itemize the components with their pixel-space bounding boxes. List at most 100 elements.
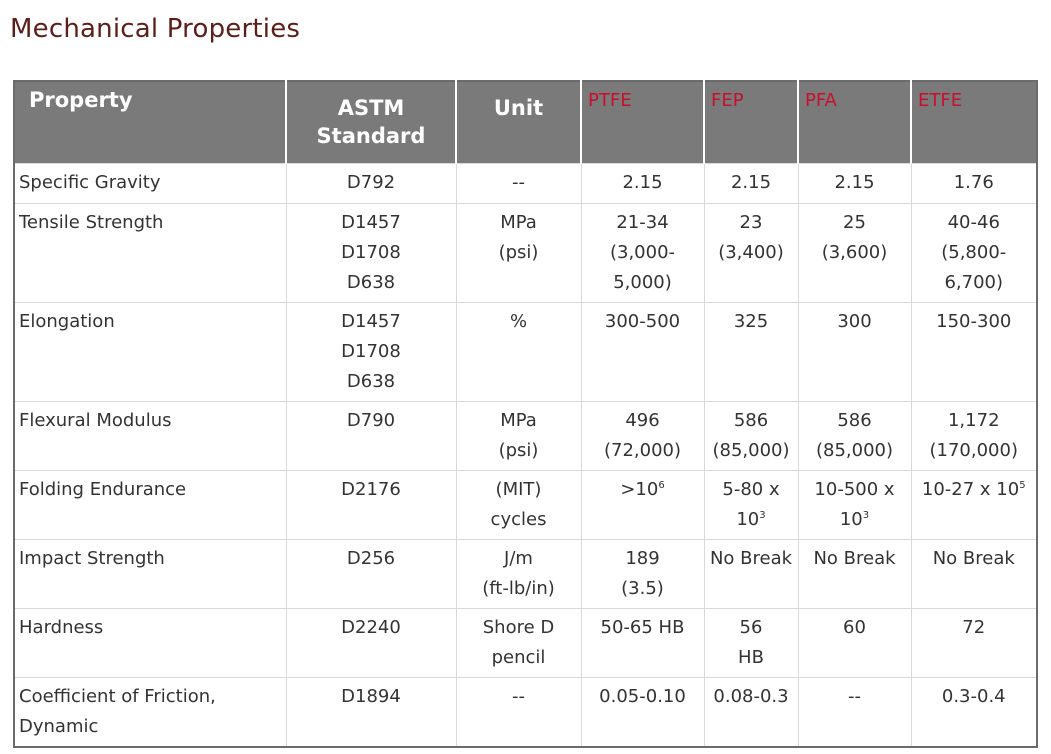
cell-astm: D1457 D1708 D638 (285, 202, 457, 303)
cell-pfa: 10-500 x 103 (797, 469, 912, 540)
cell-text: (3,400) (718, 241, 784, 263)
cell-etfe: 40-46 (5,800- 6,700) (910, 202, 1038, 303)
cell-text: D1457 (341, 211, 401, 233)
cell-text: Dynamic (19, 715, 99, 737)
cell-unit: MPa (psi) (455, 400, 582, 471)
cell-pfa: 25 (3,600) (797, 202, 912, 303)
cell-text: D1708 (341, 340, 401, 362)
cell-text: 10 (736, 508, 760, 530)
exponent: 5 (1019, 479, 1026, 491)
cell-text: MPa (500, 211, 537, 233)
cell-text: 6,700) (944, 271, 1004, 293)
cell-text: 586 (837, 409, 872, 431)
cell-text: 5,000) (613, 271, 672, 293)
cell-text: (5,800- (941, 241, 1007, 263)
cell-text: 21-34 (616, 211, 669, 233)
cell-text: D638 (346, 271, 396, 293)
table-row-impact-strength: Impact Strength D256 J/m (ft-lb/in) 189 … (13, 538, 1038, 609)
cell-text: 1,172 (947, 409, 1000, 431)
table-row-elongation: Elongation D1457 D1708 D638 % 300-500 32… (13, 301, 1038, 402)
cell-astm: D1457 D1708 D638 (285, 301, 457, 402)
cell-text: (85,000) (815, 439, 894, 461)
cell-text: 10 (839, 508, 863, 530)
cell-etfe: No Break (910, 538, 1038, 609)
cell-text: D1457 (341, 310, 401, 332)
cell-text: 25 (843, 211, 866, 233)
cell-text: >10 (620, 478, 659, 500)
table-row-hardness: Hardness D2240 Shore D pencil 50-65 HB 5… (13, 607, 1038, 678)
header-astm-standard: ASTM Standard (286, 81, 457, 163)
header-astm-line1: ASTM (337, 96, 405, 120)
cell-fep: 23 (3,400) (703, 202, 799, 303)
cell-text: 5-80 x (722, 478, 780, 500)
cell-ptfe: 21-34 (3,000- 5,000) (580, 202, 705, 303)
cell-astm: D792 (285, 162, 457, 204)
header-ptfe: PTFE (581, 81, 705, 163)
cell-text: (3,600) (821, 241, 888, 263)
cell-ptfe: 189 (3.5) (580, 538, 705, 609)
table-row-tensile-strength: Tensile Strength D1457 D1708 D638 MPa (p… (13, 202, 1038, 303)
cell-text: 586 (733, 409, 769, 431)
cell-pfa: 586 (85,000) (797, 400, 912, 471)
header-astm-line2: Standard (316, 124, 426, 148)
cell-astm: D1894 (285, 676, 457, 747)
exponent: 3 (759, 509, 766, 521)
cell-text: (psi) (498, 439, 539, 461)
mechanical-properties-table: Property ASTM Standard Unit PTFE FEP PFA… (13, 80, 1038, 748)
cell-property: Impact Strength (13, 538, 287, 609)
table-row-specific-gravity: Specific Gravity D792 -- 2.15 2.15 2.15 … (13, 162, 1038, 204)
cell-pfa: No Break (797, 538, 912, 609)
table-row-folding-endurance: Folding Endurance D2176 (MIT) cycles >10… (13, 469, 1038, 540)
header-etfe: ETFE (911, 81, 1037, 163)
cell-unit: J/m (ft-lb/in) (455, 538, 582, 609)
cell-text-line: 103 (709, 505, 794, 535)
cell-text: (85,000) (712, 439, 790, 461)
cell-text: 10-27 x 10 (921, 478, 1020, 500)
cell-etfe: 0.3-0.4 (910, 676, 1038, 747)
cell-property: Elongation (13, 301, 287, 402)
cell-pfa: -- (797, 676, 912, 747)
cell-unit: % (455, 301, 582, 402)
cell-text: (3.5) (621, 577, 664, 599)
header-pfa: PFA (798, 81, 912, 163)
cell-text: (ft-lb/in) (482, 577, 555, 599)
header-fep: FEP (704, 81, 799, 163)
cell-ptfe: 0.05-0.10 (580, 676, 705, 747)
cell-text: D638 (346, 370, 396, 392)
cell-fep: 325 (703, 301, 799, 402)
cell-property: Coefficient of Friction, Dynamic (13, 676, 287, 747)
table-header-row: Property ASTM Standard Unit PTFE FEP PFA… (14, 81, 1037, 163)
cell-text: MPa (500, 409, 537, 431)
cell-unit: -- (455, 676, 582, 747)
cell-property: Specific Gravity (13, 162, 287, 204)
cell-pfa: 2.15 (797, 162, 912, 204)
cell-text: pencil (491, 646, 546, 668)
cell-text: 189 (625, 547, 660, 569)
cell-astm: D2240 (285, 607, 457, 678)
cell-etfe: 10-27 x 105 (910, 469, 1038, 540)
cell-pfa: 300 (797, 301, 912, 402)
cell-fep: 56 HB (703, 607, 799, 678)
cell-text: 10-500 x (814, 478, 895, 500)
cell-text-line: 103 (803, 505, 907, 535)
exponent: 3 (862, 509, 870, 521)
cell-property: Tensile Strength (13, 202, 287, 303)
cell-fep: 5-80 x 103 (703, 469, 799, 540)
cell-text: (MIT) (495, 478, 542, 500)
cell-ptfe: 2.15 (580, 162, 705, 204)
cell-text: D1708 (341, 241, 401, 263)
cell-text: Coefficient of Friction, (19, 685, 216, 707)
exponent: 6 (658, 479, 665, 491)
cell-ptfe: 496 (72,000) (580, 400, 705, 471)
cell-unit: (MIT) cycles (455, 469, 582, 540)
cell-etfe: 72 (910, 607, 1038, 678)
cell-fep: 2.15 (703, 162, 799, 204)
cell-property: Folding Endurance (13, 469, 287, 540)
cell-property: Hardness (13, 607, 287, 678)
table-row-coefficient-of-friction: Coefficient of Friction, Dynamic D1894 -… (13, 676, 1038, 747)
header-property: Property (14, 81, 287, 163)
cell-text: (3,000- (609, 241, 676, 263)
cell-text: 496 (625, 409, 660, 431)
cell-fep: 0.08-0.3 (703, 676, 799, 747)
cell-fep: No Break (703, 538, 799, 609)
